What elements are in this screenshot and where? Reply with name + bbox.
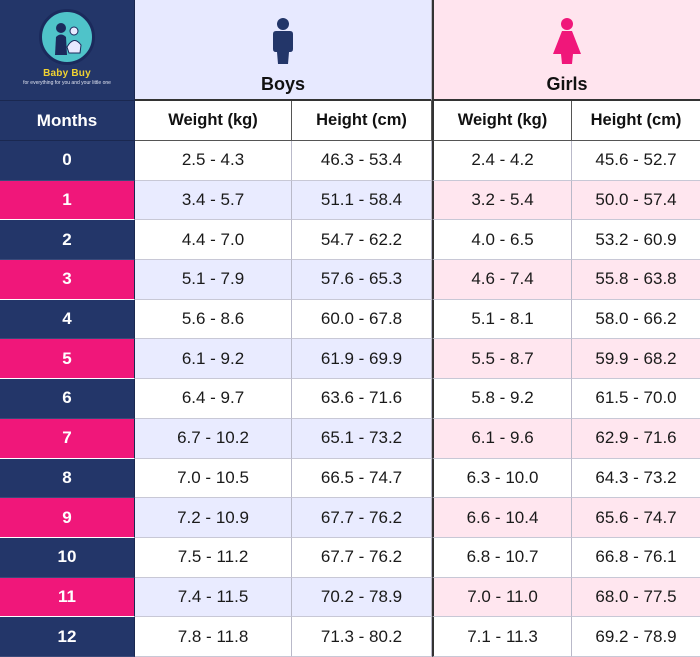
- girls-height-cell: 50.0 - 57.4: [572, 180, 700, 221]
- boys-height-cell: 65.1 - 73.2: [292, 418, 432, 459]
- girls-height-cell: 61.5 - 70.0: [572, 379, 700, 419]
- girls-weight-cell: 5.1 - 8.1: [432, 299, 572, 340]
- boys-weight-cell: 6.7 - 10.2: [135, 418, 292, 459]
- girls-height-cell: 65.6 - 74.7: [572, 498, 700, 538]
- month-cell: 12: [0, 617, 135, 657]
- boys-height-cell: 60.0 - 67.8: [292, 299, 432, 340]
- boys-weight-cell: 5.1 - 7.9: [135, 260, 292, 300]
- girls-weight-cell: 5.5 - 8.7: [432, 339, 572, 380]
- month-cell: 8: [0, 458, 135, 499]
- month-cell: 11: [0, 577, 135, 618]
- month-cell: 0: [0, 141, 135, 181]
- month-cell: 4: [0, 299, 135, 340]
- boys-weight-cell: 6.4 - 9.7: [135, 379, 292, 419]
- boys-group-header: Boys: [135, 0, 432, 101]
- boys-weight-cell: 4.4 - 7.0: [135, 220, 292, 261]
- boys-weight-cell: 5.6 - 8.6: [135, 299, 292, 340]
- girls-height-cell: 53.2 - 60.9: [572, 220, 700, 261]
- month-cell: 6: [0, 379, 135, 419]
- boys-height-cell: 51.1 - 58.4: [292, 180, 432, 221]
- month-cell: 2: [0, 220, 135, 261]
- girls-weight-cell: 6.3 - 10.0: [432, 458, 572, 499]
- boys-height-cell: 46.3 - 53.4: [292, 141, 432, 181]
- girls-title: Girls: [546, 74, 588, 94]
- boys-weight-cell: 7.8 - 11.8: [135, 617, 292, 657]
- boy-figure-icon: [270, 14, 296, 64]
- boys-weight-header: Weight (kg): [135, 101, 292, 141]
- girls-weight-cell: 6.8 - 10.7: [432, 537, 572, 578]
- girls-height-cell: 62.9 - 71.6: [572, 418, 700, 459]
- girls-height-cell: 58.0 - 66.2: [572, 299, 700, 340]
- month-cell: 7: [0, 418, 135, 459]
- boys-weight-cell: 7.0 - 10.5: [135, 458, 292, 499]
- brand-name: Baby Buy: [43, 68, 91, 79]
- month-cell: 5: [0, 339, 135, 380]
- brand-logo: Baby Buy for everything for you and your…: [0, 0, 135, 101]
- girls-group-header: Girls: [432, 0, 700, 101]
- boys-weight-cell: 7.2 - 10.9: [135, 498, 292, 538]
- month-cell: 3: [0, 260, 135, 300]
- boys-height-cell: 54.7 - 62.2: [292, 220, 432, 261]
- boys-height-cell: 61.9 - 69.9: [292, 339, 432, 380]
- girls-height-cell: 64.3 - 73.2: [572, 458, 700, 499]
- girls-weight-cell: 6.1 - 9.6: [432, 418, 572, 459]
- boys-height-cell: 67.7 - 76.2: [292, 537, 432, 578]
- baby-buy-logo: [39, 9, 95, 65]
- brand-tagline: for everything for you and your little o…: [23, 80, 111, 86]
- girls-weight-header: Weight (kg): [432, 101, 572, 141]
- boys-weight-cell: 7.4 - 11.5: [135, 577, 292, 618]
- months-column-header: Months: [0, 101, 135, 141]
- boys-height-cell: 66.5 - 74.7: [292, 458, 432, 499]
- month-cell: 9: [0, 498, 135, 538]
- boys-height-cell: 71.3 - 80.2: [292, 617, 432, 657]
- girls-weight-cell: 6.6 - 10.4: [432, 498, 572, 538]
- boys-height-cell: 63.6 - 71.6: [292, 379, 432, 419]
- boys-weight-cell: 6.1 - 9.2: [135, 339, 292, 380]
- boys-weight-cell: 2.5 - 4.3: [135, 141, 292, 181]
- month-cell: 1: [0, 180, 135, 221]
- girls-weight-cell: 5.8 - 9.2: [432, 379, 572, 419]
- boys-title: Boys: [260, 74, 305, 94]
- girls-height-cell: 59.9 - 68.2: [572, 339, 700, 380]
- girl-figure-icon: [552, 14, 582, 64]
- boys-weight-cell: 7.5 - 11.2: [135, 537, 292, 578]
- boys-height-cell: 67.7 - 76.2: [292, 498, 432, 538]
- girls-height-cell: 68.0 - 77.5: [572, 577, 700, 618]
- month-cell: 10: [0, 537, 135, 578]
- girls-height-header: Height (cm): [572, 101, 700, 141]
- boys-height-header: Height (cm): [292, 101, 432, 141]
- girls-weight-cell: 4.6 - 7.4: [432, 260, 572, 300]
- girls-weight-cell: 2.4 - 4.2: [432, 141, 572, 181]
- girls-weight-cell: 7.1 - 11.3: [432, 617, 572, 657]
- girls-height-cell: 55.8 - 63.8: [572, 260, 700, 300]
- girls-height-cell: 69.2 - 78.9: [572, 617, 700, 657]
- girls-height-cell: 66.8 - 76.1: [572, 537, 700, 578]
- girls-weight-cell: 7.0 - 11.0: [432, 577, 572, 618]
- boys-height-cell: 57.6 - 65.3: [292, 260, 432, 300]
- girls-height-cell: 45.6 - 52.7: [572, 141, 700, 181]
- boys-weight-cell: 3.4 - 5.7: [135, 180, 292, 221]
- boys-height-cell: 70.2 - 78.9: [292, 577, 432, 618]
- girls-weight-cell: 4.0 - 6.5: [432, 220, 572, 261]
- girls-weight-cell: 3.2 - 5.4: [432, 180, 572, 221]
